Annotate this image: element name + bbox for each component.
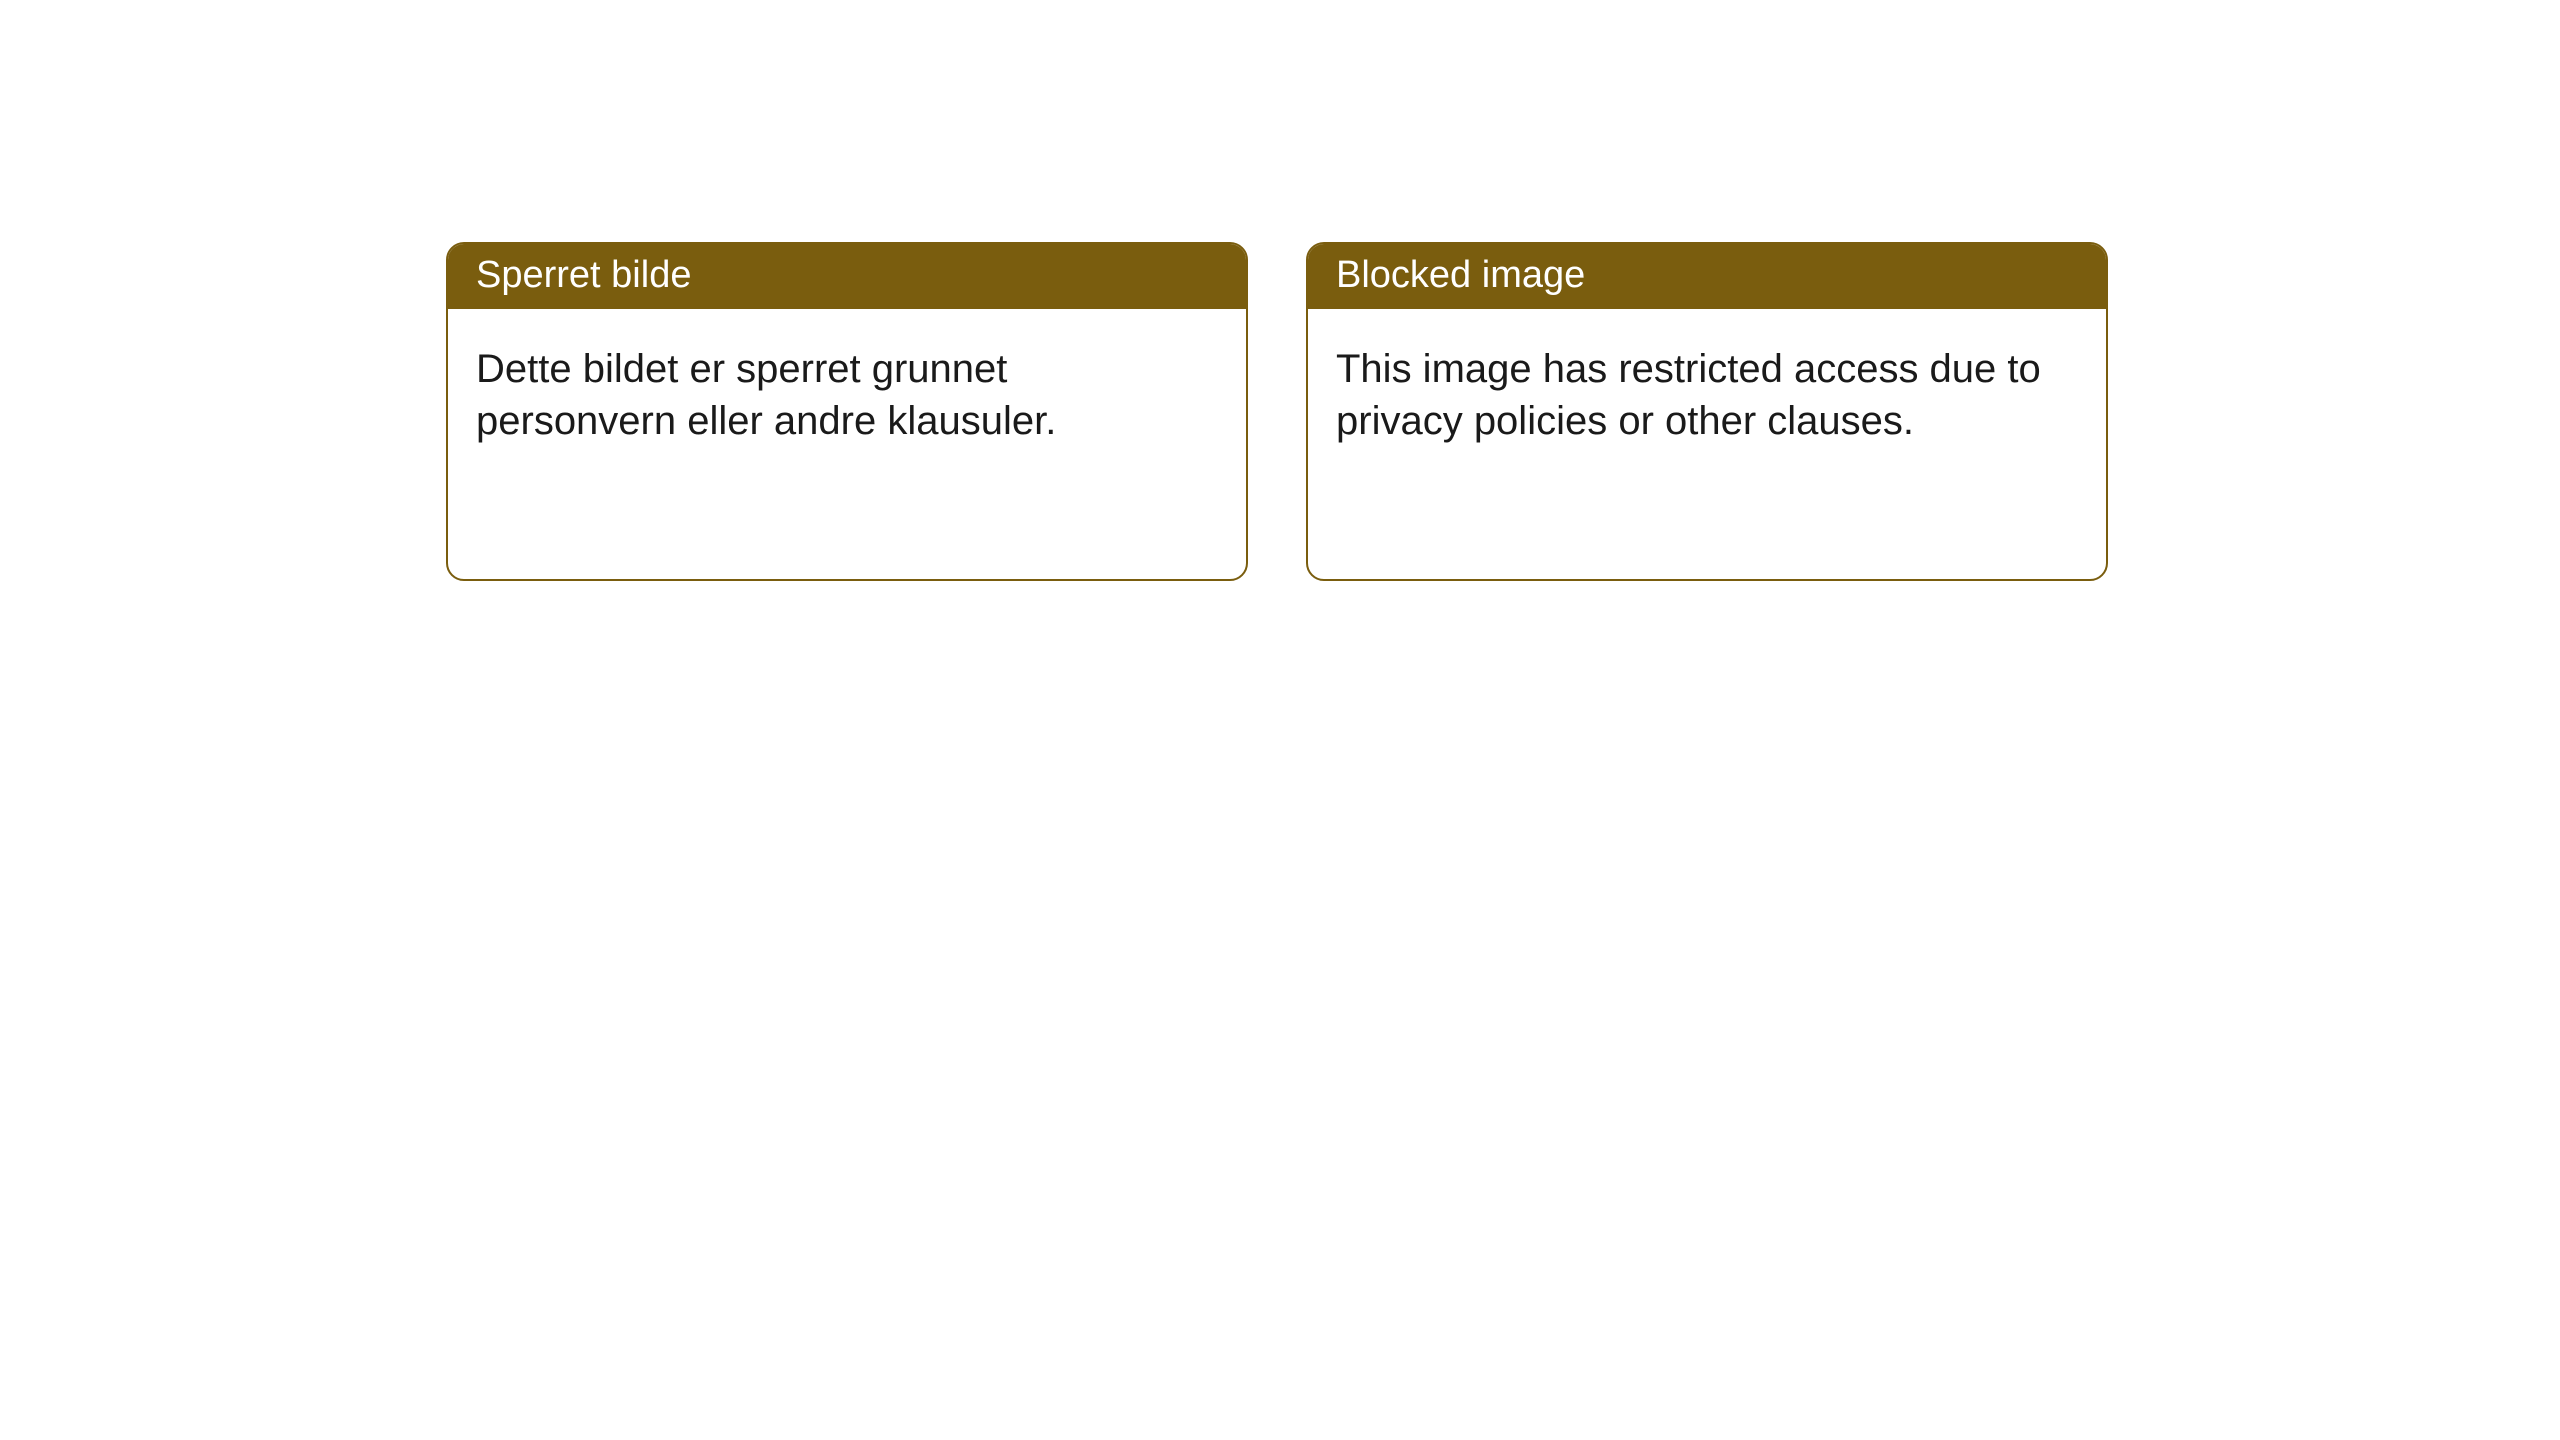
notice-container: Sperret bilde Dette bildet er sperret gr…	[446, 242, 2108, 581]
notice-body: Dette bildet er sperret grunnet personve…	[448, 309, 1246, 579]
notice-card-english: Blocked image This image has restricted …	[1306, 242, 2108, 581]
notice-header: Blocked image	[1308, 244, 2106, 309]
notice-body: This image has restricted access due to …	[1308, 309, 2106, 579]
notice-header: Sperret bilde	[448, 244, 1246, 309]
notice-card-norwegian: Sperret bilde Dette bildet er sperret gr…	[446, 242, 1248, 581]
